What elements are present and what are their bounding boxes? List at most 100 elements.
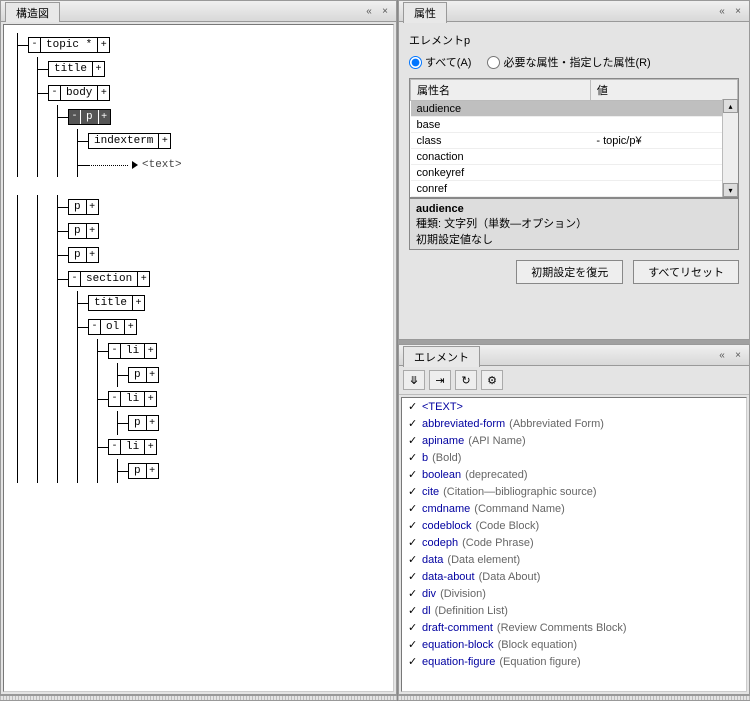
- plus-icon[interactable]: +: [144, 392, 156, 406]
- element-item[interactable]: ✓draft-comment (Review Comments Block): [402, 619, 746, 636]
- text-insertion-point[interactable]: <text>: [142, 159, 182, 171]
- element-item[interactable]: ✓equation-figure (Equation figure): [402, 653, 746, 670]
- panel-close-icon[interactable]: ×: [731, 348, 745, 362]
- element-item[interactable]: ✓boolean (deprecated): [402, 466, 746, 483]
- plus-icon[interactable]: +: [137, 272, 149, 286]
- element-item[interactable]: ✓dl (Definition List): [402, 602, 746, 619]
- tree-row[interactable]: p+: [8, 363, 389, 387]
- tree-row[interactable]: <text>: [8, 153, 389, 177]
- radio-all[interactable]: すべて(A): [409, 54, 471, 70]
- toolbar-btn-1[interactable]: ⤋: [403, 370, 425, 390]
- plus-icon[interactable]: +: [124, 320, 136, 334]
- tree-row[interactable]: -ol+: [8, 315, 389, 339]
- attributes-table[interactable]: 属性名 値 audiencebaseclass- topic/p¥conacti…: [409, 78, 739, 198]
- element-item[interactable]: ✓codeph (Code Phrase): [402, 534, 746, 551]
- tree-node-ol[interactable]: -ol+: [88, 319, 137, 335]
- element-item[interactable]: ✓data (Data element): [402, 551, 746, 568]
- scroll-down-icon[interactable]: ▾: [723, 183, 738, 197]
- reset-all-button[interactable]: すべてリセット: [633, 260, 739, 284]
- tree-row[interactable]: -topic *+: [8, 33, 389, 57]
- tree-node-li[interactable]: -li+: [108, 391, 157, 407]
- toggle-icon[interactable]: -: [109, 440, 121, 454]
- plus-icon[interactable]: +: [144, 344, 156, 358]
- attr-row[interactable]: conrefend: [411, 197, 738, 199]
- gear-icon[interactable]: ⚙: [481, 370, 503, 390]
- tree-node-title[interactable]: title+: [88, 295, 145, 311]
- tree-node-p[interactable]: p+: [128, 463, 159, 479]
- attributes-panel-title[interactable]: 属性: [403, 2, 447, 23]
- elements-list[interactable]: ✓<TEXT>✓abbreviated-form (Abbreviated Fo…: [401, 397, 747, 692]
- tree-row[interactable]: indexterm+: [8, 129, 389, 153]
- toggle-icon[interactable]: -: [89, 320, 101, 334]
- tree-node-li[interactable]: -li+: [108, 439, 157, 455]
- plus-icon[interactable]: +: [98, 110, 110, 124]
- attr-value[interactable]: [590, 165, 737, 181]
- element-item[interactable]: ✓apiname (API Name): [402, 432, 746, 449]
- plus-icon[interactable]: +: [97, 86, 109, 100]
- tree-row[interactable]: title+: [8, 291, 389, 315]
- attr-row[interactable]: audience: [411, 101, 738, 117]
- toolbar-btn-2[interactable]: ⇥: [429, 370, 451, 390]
- tree-row[interactable]: -li+: [8, 435, 389, 459]
- panel-minimize-icon[interactable]: «: [715, 348, 729, 362]
- tree-node-p[interactable]: p+: [128, 367, 159, 383]
- toggle-icon[interactable]: -: [29, 38, 41, 52]
- plus-icon[interactable]: +: [146, 368, 158, 382]
- attr-value[interactable]: [590, 101, 737, 117]
- plus-icon[interactable]: +: [86, 248, 98, 262]
- tree-node-p[interactable]: p+: [68, 199, 99, 215]
- toggle-icon[interactable]: -: [109, 392, 121, 406]
- attr-row[interactable]: conref: [411, 181, 738, 197]
- tree-row[interactable]: p+: [8, 243, 389, 267]
- plus-icon[interactable]: +: [86, 200, 98, 214]
- toggle-icon[interactable]: -: [69, 272, 81, 286]
- plus-icon[interactable]: +: [132, 296, 144, 310]
- tree-node-p[interactable]: p+: [128, 415, 159, 431]
- tree-row[interactable]: -li+: [8, 339, 389, 363]
- attr-value[interactable]: [590, 181, 737, 197]
- attr-value[interactable]: [590, 117, 737, 133]
- attr-value[interactable]: [590, 197, 737, 199]
- structure-panel-title[interactable]: 構造図: [5, 2, 60, 23]
- element-item[interactable]: ✓<TEXT>: [402, 398, 746, 415]
- plus-icon[interactable]: +: [92, 62, 104, 76]
- tree-node-li[interactable]: -li+: [108, 343, 157, 359]
- attr-row[interactable]: conaction: [411, 149, 738, 165]
- toggle-icon[interactable]: -: [109, 344, 121, 358]
- toggle-icon[interactable]: -: [49, 86, 61, 100]
- tree-row[interactable]: -body+: [8, 81, 389, 105]
- element-item[interactable]: ✓cmdname (Command Name): [402, 500, 746, 517]
- resize-handle[interactable]: [0, 695, 397, 701]
- col-attr-value[interactable]: 値: [590, 80, 737, 101]
- tree-row[interactable]: p+: [8, 195, 389, 219]
- plus-icon[interactable]: +: [146, 464, 158, 478]
- tree-row[interactable]: title+: [8, 57, 389, 81]
- element-item[interactable]: ✓abbreviated-form (Abbreviated Form): [402, 415, 746, 432]
- tree-row[interactable]: p+: [8, 411, 389, 435]
- structure-tree[interactable]: -topic *+title+-body+-p+indexterm+<text>…: [3, 24, 394, 692]
- attr-value[interactable]: - topic/p¥: [590, 133, 737, 149]
- attr-value[interactable]: [590, 149, 737, 165]
- attr-row[interactable]: base: [411, 117, 738, 133]
- scroll-up-icon[interactable]: ▴: [723, 99, 738, 113]
- tree-row[interactable]: -li+: [8, 387, 389, 411]
- toolbar-btn-3[interactable]: ↻: [455, 370, 477, 390]
- tree-row[interactable]: p+: [8, 219, 389, 243]
- attr-row[interactable]: class- topic/p¥: [411, 133, 738, 149]
- element-item[interactable]: ✓codeblock (Code Block): [402, 517, 746, 534]
- element-item[interactable]: ✓cite (Citation—bibliographic source): [402, 483, 746, 500]
- tree-node-title[interactable]: title+: [48, 61, 105, 77]
- tree-row[interactable]: -section+: [8, 267, 389, 291]
- tree-node-indexterm[interactable]: indexterm+: [88, 133, 171, 149]
- tree-node-topic[interactable]: -topic *+: [28, 37, 110, 53]
- element-item[interactable]: ✓b (Bold): [402, 449, 746, 466]
- plus-icon[interactable]: +: [146, 416, 158, 430]
- element-item[interactable]: ✓equation-block (Block equation): [402, 636, 746, 653]
- resize-handle[interactable]: [398, 695, 750, 701]
- tree-node-p[interactable]: p+: [68, 247, 99, 263]
- tree-node-section[interactable]: -section+: [68, 271, 150, 287]
- element-item[interactable]: ✓div (Division): [402, 585, 746, 602]
- plus-icon[interactable]: +: [144, 440, 156, 454]
- restore-defaults-button[interactable]: 初期設定を復元: [516, 260, 623, 284]
- toggle-icon[interactable]: -: [69, 110, 81, 124]
